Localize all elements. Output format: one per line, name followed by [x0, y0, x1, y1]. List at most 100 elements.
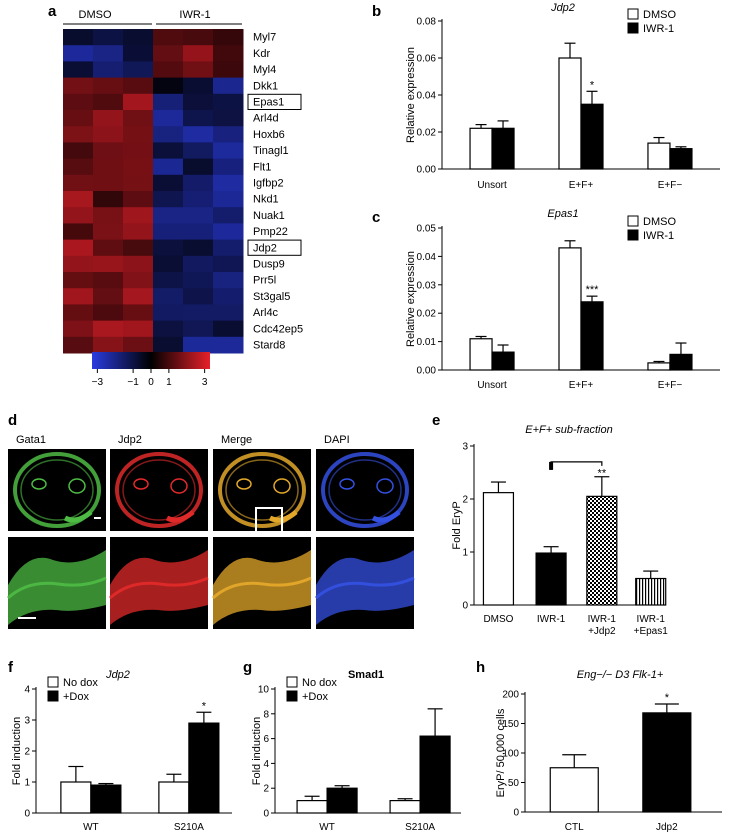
x-tick-label: S210A — [405, 822, 435, 833]
heatmap-cell — [183, 223, 214, 241]
y-axis-label: Relative expression — [405, 251, 417, 347]
heatmap-cell — [93, 207, 124, 224]
bar-series-1 — [158, 781, 190, 814]
y-tick-label: 0.02 — [417, 128, 437, 139]
heatmap-cell — [123, 239, 154, 257]
heatmap-cell — [93, 45, 124, 62]
y-tick-label: 8 — [263, 709, 269, 720]
heatmap-cell — [123, 223, 154, 241]
legend-swatch — [47, 690, 59, 702]
y-tick-label: 0.05 — [417, 224, 437, 235]
micro-zoom-tissue — [213, 550, 311, 625]
heatmap-cell — [213, 45, 244, 62]
x-tick-label: Unsort — [477, 180, 507, 191]
y-axis-label: Fold EryP — [451, 501, 463, 549]
heatmap-cell — [183, 174, 214, 192]
heatmap-cell — [183, 336, 214, 354]
micro-zoom-tissue — [110, 550, 208, 625]
micro-zoom-tissue — [8, 550, 106, 625]
scale-tick-label: 0 — [148, 377, 154, 388]
y-tick-label: 0.00 — [417, 366, 437, 377]
heatmap-gene-label: Flt1 — [253, 161, 271, 173]
x-tick-label: +Epas1 — [634, 626, 669, 637]
heatmap-cell — [213, 255, 244, 273]
legend-swatch — [627, 22, 639, 34]
x-tick-label: WT — [319, 822, 335, 833]
heatmap-cell — [93, 223, 124, 241]
heatmap-cell — [123, 110, 154, 127]
heatmap-cell — [153, 126, 184, 143]
y-axis-label: Fold induction — [251, 717, 263, 786]
heatmap-cell — [153, 158, 184, 176]
heatmap-cell — [153, 61, 184, 79]
heatmap-cell — [153, 191, 184, 208]
micro-embryo-structure — [376, 478, 394, 494]
micro-column-label: Merge — [221, 434, 252, 446]
y-tick-label: 0 — [24, 809, 30, 820]
heatmap-cell — [183, 93, 214, 111]
heatmap-cell — [183, 304, 214, 322]
micro-inner-ring — [20, 459, 94, 521]
y-tick-label: 200 — [502, 690, 519, 701]
heatmap-cell — [153, 110, 184, 127]
heatmap-cell — [93, 158, 124, 176]
micro-embryo-structure — [339, 478, 355, 490]
y-tick-label: 0.03 — [417, 280, 437, 291]
micro-inner-ring — [328, 459, 402, 521]
bar-series-2 — [669, 353, 693, 371]
x-tick-label: WT — [83, 822, 99, 833]
x-tick-label: +Jdp2 — [588, 626, 616, 637]
legend-label: DMSO — [643, 216, 676, 228]
heatmap-cell — [63, 191, 94, 208]
heatmap-cell — [153, 272, 184, 289]
y-tick-label: 10 — [258, 685, 270, 696]
y-axis-label: Fold induction — [11, 717, 23, 786]
heatmap-gene-label: Igfbp2 — [253, 177, 284, 189]
micro-column-label: Jdp2 — [118, 434, 142, 446]
heatmap-cell — [63, 223, 94, 241]
heatmap-cell — [123, 93, 154, 111]
heatmap-cell — [183, 126, 214, 143]
scale-tick-label: 1 — [166, 377, 172, 388]
significance-marker: *** — [586, 284, 600, 296]
heatmap-cell — [183, 207, 214, 224]
x-tick-label: CTL — [565, 822, 584, 833]
bar-series-2 — [326, 787, 358, 814]
heatmap-gene-label: Stard8 — [253, 339, 285, 351]
bar-series-1 — [296, 799, 328, 814]
x-tick-label: E+F− — [658, 380, 683, 391]
heatmap-cell — [153, 174, 184, 192]
heatmap-cell — [123, 45, 154, 62]
heatmap-gene-label: Prr5l — [253, 275, 276, 287]
bar — [535, 552, 567, 606]
chart-panel-f: 0 1 2 3 4 Fold induction Jdp2 WT S210A * No dox +Do… — [11, 669, 232, 833]
heatmap-gene-label: Myl4 — [253, 64, 276, 76]
y-tick-label: 4 — [24, 685, 30, 696]
chart-title: Smad1 — [348, 669, 384, 681]
x-tick-label: Unsort — [477, 380, 507, 391]
heatmap-cell — [63, 77, 94, 95]
micro-embryo-structure — [170, 478, 188, 494]
x-tick-label: Jdp2 — [656, 822, 678, 833]
heatmap: DMSO IWR-1 Myl7 Kdr Myl4 Dkk1 Epas1 Arl4d Hoxb… — [63, 9, 303, 388]
bar-series-1 — [558, 57, 582, 170]
heatmap-cell — [93, 239, 124, 257]
panel-label-e: e — [432, 412, 440, 429]
bar — [586, 495, 618, 606]
micro-column-label: DAPI — [324, 434, 350, 446]
legend-label: IWR-1 — [643, 230, 674, 242]
y-tick-label: 150 — [502, 719, 519, 730]
heatmap-cell — [153, 93, 184, 111]
heatmap-cell — [213, 93, 244, 111]
heatmap-cell — [213, 158, 244, 176]
bar-series-1 — [469, 338, 493, 371]
legend-label: DMSO — [643, 9, 676, 21]
x-tick-label: IWR-1 — [588, 614, 617, 625]
heatmap-color-scale — [92, 352, 210, 369]
heatmap-cell — [63, 336, 94, 354]
x-tick-label: S210A — [174, 822, 204, 833]
y-axis-label: EryP/ 50,000 cells — [495, 708, 507, 797]
x-tick-label: IWR-1 — [637, 614, 666, 625]
heatmap-gene-label: Arl4c — [253, 307, 279, 319]
heatmap-cell — [213, 142, 244, 160]
